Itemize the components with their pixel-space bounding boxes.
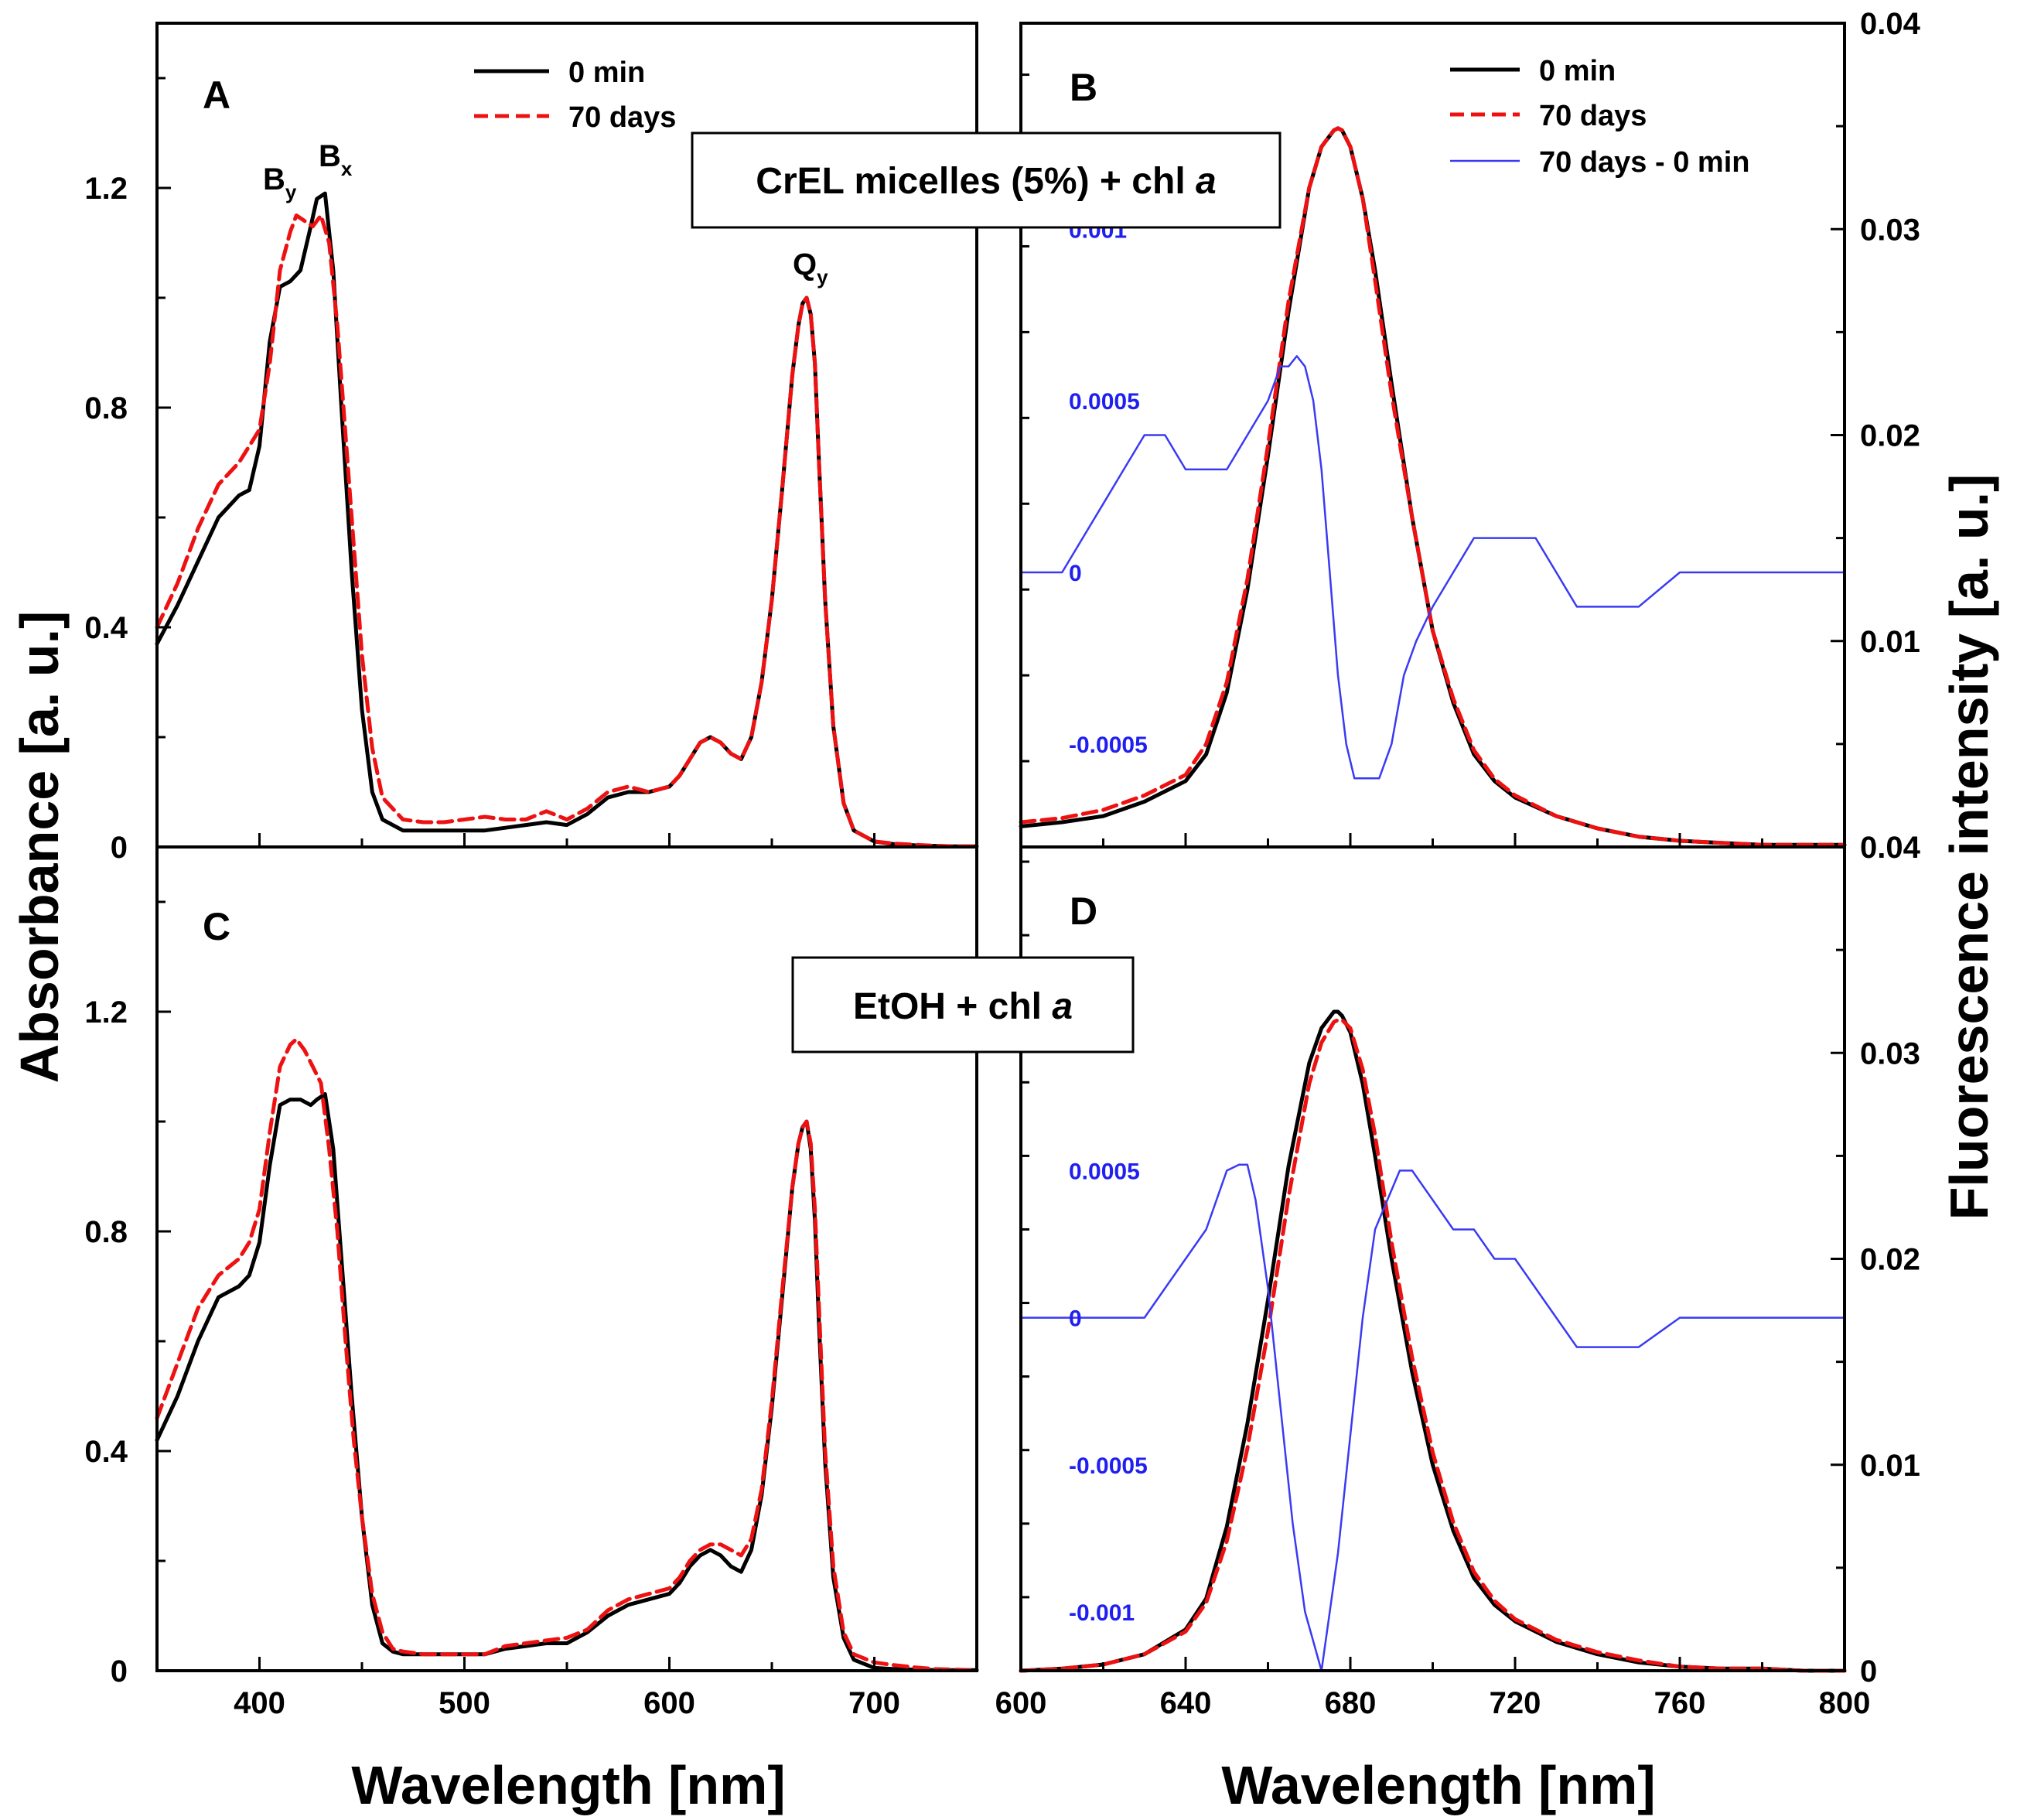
diff-tick-label: 0 (1069, 561, 1082, 586)
ytick-label-right: 0.04 (1860, 7, 1921, 41)
ytick-label-right: 0 (1860, 1654, 1877, 1689)
caption-box-bottom-text: EtOH + chl a (853, 986, 1073, 1027)
caption-box-top: CrEL micelles (5%) + chl a (691, 131, 1282, 229)
ytick-label-left: 0.8 (84, 391, 128, 425)
diff-tick-label: -0.001 (1069, 1600, 1135, 1626)
diff-tick-label: 0 (1069, 1306, 1082, 1332)
ytick-label-right: 0.01 (1860, 625, 1920, 659)
caption-bottom-italic: a (1052, 986, 1073, 1027)
peak-label-bx-main: B (319, 139, 341, 173)
y-axis-title-right: Fluorescence intensity [a. u.] (1939, 474, 1999, 1221)
diff-tick-label: -0.0005 (1069, 1453, 1148, 1479)
ytick-label-right: 0.02 (1860, 1243, 1920, 1277)
caption-bottom-main: EtOH + chl (853, 986, 1052, 1027)
ytick-label-right: 0.03 (1860, 1036, 1920, 1070)
caption-top-italic: a (1196, 161, 1217, 202)
diff-tick-label: 0.0005 (1069, 1159, 1140, 1184)
xtick-label-right: 680 (1325, 1686, 1377, 1720)
ytick-label-left: 0.4 (84, 611, 128, 645)
legend-b-label-diff: 70 days - 0 min (1539, 146, 1749, 179)
diff-tick-label: 0.0005 (1069, 389, 1140, 415)
ytick-label-left: 0.8 (84, 1215, 128, 1249)
series-line-d-zero (1019, 1009, 1847, 1673)
xtick-label-left: 400 (234, 1686, 285, 1720)
xtick-label-right: 600 (995, 1686, 1047, 1720)
legend-a-label-seventy: 70 days (568, 101, 676, 134)
ytick-label-right: 0.04 (1860, 831, 1921, 865)
x-axis-title-right: Wavelength [nm] (1221, 1755, 1655, 1815)
xtick-label-right: 720 (1490, 1686, 1541, 1720)
caption-box-top-text: CrEL micelles (5%) + chl a (756, 161, 1216, 202)
caption-top-main: CrEL micelles (5%) + chl (756, 161, 1196, 202)
axes-layer: 0 0.4 0.8 1.2 0 0.4 0.8 1.2 400 500 600 700 600 640 68… (84, 7, 1920, 1720)
legend-a: 0 min 70 days (474, 56, 676, 134)
caption-box-bottom: EtOH + chl a (791, 956, 1135, 1053)
series-line-c-zero (155, 1092, 979, 1672)
panel-label-b: B (1070, 66, 1097, 109)
xtick-label-left: 600 (643, 1686, 695, 1720)
x-axis-title-left: Wavelength [nm] (351, 1755, 785, 1815)
series-line-b-diff (1019, 355, 1846, 780)
panel-label-d: D (1070, 890, 1097, 933)
xtick-label-left: 500 (439, 1686, 490, 1720)
ytick-label-left: 1.2 (84, 172, 128, 206)
series-line-a-zero (155, 191, 979, 849)
peak-label-qy-main: Q (793, 248, 817, 282)
curve-layer (155, 126, 1847, 1673)
peak-label-qy-sub: y (817, 265, 828, 289)
legend-a-label-zero: 0 min (568, 56, 645, 89)
ytick-label-right: 0.02 (1860, 419, 1920, 453)
series-line-a-seventy (155, 213, 979, 849)
ytick-label-left: 0.4 (84, 1435, 128, 1469)
ytick-label-right: 0.01 (1860, 1449, 1920, 1483)
legend-b-label-seventy: 70 days (1539, 100, 1647, 132)
legend-b: 0 min 70 days 70 days - 0 min (1450, 55, 1749, 179)
ytick-label-left: 0 (111, 831, 128, 865)
xtick-label-left: 700 (848, 1686, 900, 1720)
series-line-d-seventy (1019, 1018, 1847, 1673)
xtick-label-right: 800 (1819, 1686, 1871, 1720)
series-line-c-seventy (155, 1037, 979, 1672)
series-line-b-seventy (1019, 126, 1847, 847)
xtick-label-right: 760 (1654, 1686, 1706, 1720)
peak-label-qy: Qy (793, 248, 828, 289)
peak-label-bx: Bx (319, 139, 353, 180)
ytick-label-left: 1.2 (84, 995, 128, 1030)
ytick-label-left: 0 (111, 1654, 128, 1689)
legend-b-label-zero: 0 min (1539, 55, 1616, 87)
panel-label-a: A (203, 73, 230, 117)
panel-label-c: C (203, 905, 230, 948)
peak-label-by-main: B (263, 162, 285, 196)
peak-label-by-sub: y (285, 180, 297, 203)
y-axis-title-left: Absorbance [a. u.] (9, 611, 70, 1084)
series-line-d-diff (1019, 1163, 1846, 1672)
ytick-label-right: 0.03 (1860, 213, 1920, 247)
diff-tick-label: -0.0005 (1069, 732, 1148, 758)
caption-box-top-frame (691, 131, 1282, 229)
peak-label-bx-sub: x (341, 157, 353, 180)
peak-label-by: By (263, 162, 297, 203)
xtick-label-right: 640 (1160, 1686, 1212, 1720)
caption-box-bottom-frame (791, 956, 1135, 1053)
